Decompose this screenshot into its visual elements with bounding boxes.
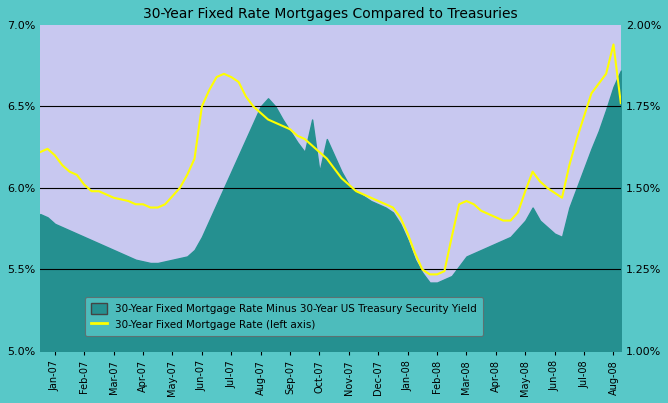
Legend: 30-Year Fixed Mortgage Rate Minus 30-Year US Treasury Security Yield, 30-Year Fi: 30-Year Fixed Mortgage Rate Minus 30-Yea… [85, 297, 483, 336]
Title: 30-Year Fixed Rate Mortgages Compared to Treasuries: 30-Year Fixed Rate Mortgages Compared to… [143, 7, 518, 21]
